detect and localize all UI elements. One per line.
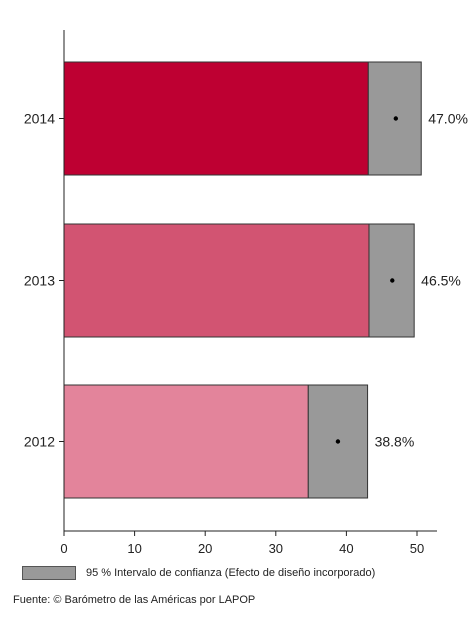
legend-swatch-ci — [22, 566, 76, 580]
axis-layer: 2014 2013 2012 0 10 20 30 40 50 — [24, 30, 437, 556]
bar-2012 — [63, 384, 309, 499]
x-tick-label-40: 40 — [339, 541, 353, 556]
bar-chart: 47.0% 46.5% 38.8% 2014 2013 2012 0 10 20 30 40 50 — [24, 30, 468, 556]
bars-layer: 47.0% 46.5% 38.8% — [63, 61, 468, 499]
x-tick-label-0: 0 — [60, 541, 67, 556]
x-tick-label-20: 20 — [198, 541, 212, 556]
value-label-2013: 46.5% — [421, 273, 461, 289]
point-estimate-2012 — [335, 439, 341, 444]
bar-2014 — [63, 61, 369, 176]
value-label-2012: 38.8% — [375, 434, 415, 450]
point-estimate-2013 — [390, 278, 395, 283]
category-label-2012: 2012 — [24, 434, 55, 450]
value-label-2014: 47.0% — [428, 111, 468, 127]
bar-2013 — [63, 223, 370, 338]
point-estimate-2014 — [393, 116, 399, 121]
source-note: Fuente: © Barómetro de las Américas por … — [13, 594, 256, 606]
x-tick-label-50: 50 — [410, 541, 424, 556]
legend-label: 95 % Intervalo de confianza (Efecto de d… — [86, 567, 376, 579]
x-tick-label-30: 30 — [269, 541, 283, 556]
category-label-2014: 2014 — [24, 111, 55, 127]
category-label-2013: 2013 — [24, 273, 55, 289]
legend: 95 % Intervalo de confianza (Efecto de d… — [22, 566, 375, 580]
x-tick-label-10: 10 — [127, 541, 141, 556]
